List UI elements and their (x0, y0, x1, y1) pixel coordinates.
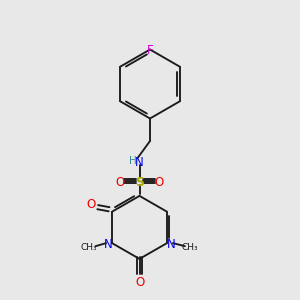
Text: O: O (86, 198, 96, 211)
Text: N: N (104, 238, 112, 251)
Text: CH₃: CH₃ (181, 243, 198, 252)
Text: S: S (135, 176, 144, 189)
Text: O: O (135, 276, 144, 289)
Text: O: O (115, 176, 124, 189)
Text: CH₃: CH₃ (81, 243, 97, 252)
Text: H: H (129, 156, 137, 166)
Text: N: N (135, 156, 144, 169)
Text: O: O (155, 176, 164, 189)
Text: N: N (167, 238, 175, 251)
Text: F: F (147, 44, 153, 57)
